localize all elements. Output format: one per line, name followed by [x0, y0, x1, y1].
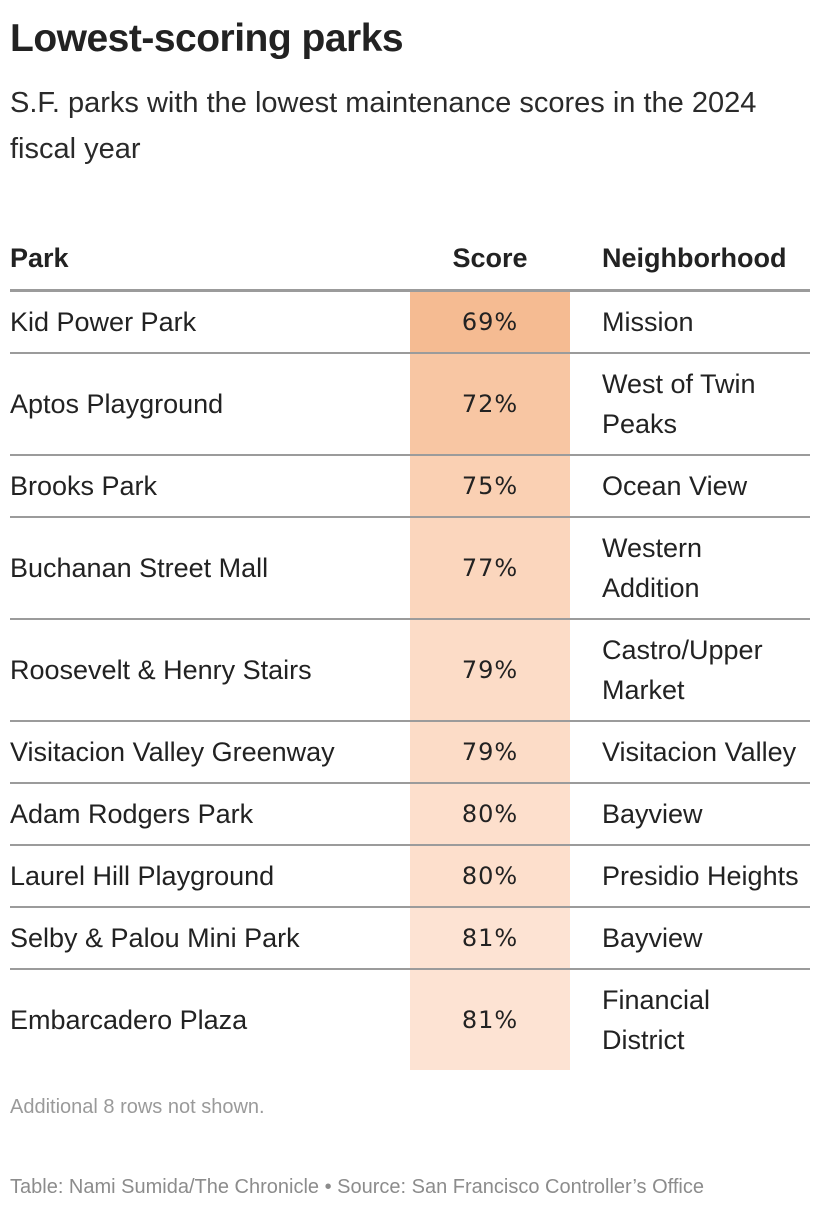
park-name: Kid Power Park [10, 307, 197, 337]
table-row: Visitacion Valley Greenway 79% Visitacio… [10, 722, 810, 784]
park-name: Adam Rodgers Park [10, 799, 254, 829]
column-header-score[interactable]: Score [452, 243, 528, 273]
column-header-park[interactable]: Park [10, 243, 69, 273]
score-cell: 79% [410, 620, 570, 720]
neighborhood: Bayview [602, 923, 703, 953]
score-cell: 77% [410, 518, 570, 618]
neighborhood: Ocean View [602, 471, 748, 501]
table-row: Selby & Palou Mini Park 81% Bayview [10, 908, 810, 970]
neighborhood: Castro/Upper Market [602, 635, 763, 705]
neighborhood: West of Twin Peaks [602, 369, 756, 439]
score-cell: 80% [410, 846, 570, 906]
neighborhood: Mission [602, 307, 694, 337]
neighborhood: Visitacion Valley [602, 737, 797, 767]
page-subtitle: S.F. parks with the lowest maintenance s… [10, 87, 757, 165]
score-cell: 75% [410, 456, 570, 516]
page-title: Lowest-scoring parks [10, 17, 404, 60]
neighborhood: Financial District [602, 985, 711, 1055]
score-cell: 81% [410, 908, 570, 968]
source-credit: Table: Nami Sumida/The Chronicle • Sourc… [10, 1176, 704, 1198]
park-name: Visitacion Valley Greenway [10, 737, 335, 767]
score-cell: 69% [410, 292, 570, 352]
park-name: Selby & Palou Mini Park [10, 923, 300, 953]
table-row: Kid Power Park 69% Mission [10, 292, 810, 354]
table-row: Brooks Park 75% Ocean View [10, 456, 810, 518]
score-cell: 81% [410, 970, 570, 1070]
score-cell: 80% [410, 784, 570, 844]
score-cell: 79% [410, 722, 570, 782]
park-name: Embarcadero Plaza [10, 1005, 248, 1035]
table-row: Buchanan Street Mall 77% Western Additio… [10, 518, 810, 620]
table-row: Roosevelt & Henry Stairs 79% Castro/Uppe… [10, 620, 810, 722]
parks-table: Park Score Neighborhood Kid Power Park 6… [10, 228, 810, 1070]
table-row: Embarcadero Plaza 81% Financial District [10, 970, 810, 1070]
table-row: Aptos Playground 72% West of Twin Peaks [10, 354, 810, 456]
park-name: Roosevelt & Henry Stairs [10, 655, 312, 685]
table-row: Laurel Hill Playground 80% Presidio Heig… [10, 846, 810, 908]
column-header-neighborhood[interactable]: Neighborhood [602, 243, 787, 273]
park-name: Aptos Playground [10, 389, 224, 419]
park-name: Brooks Park [10, 471, 158, 501]
table-header: Park Score Neighborhood [10, 228, 810, 292]
park-name: Buchanan Street Mall [10, 553, 269, 583]
score-cell: 72% [410, 354, 570, 454]
neighborhood: Western Addition [602, 533, 703, 603]
table-row: Adam Rodgers Park 80% Bayview [10, 784, 810, 846]
rows-hidden-note: Additional 8 rows not shown. [10, 1096, 265, 1118]
neighborhood: Bayview [602, 799, 703, 829]
park-name: Laurel Hill Playground [10, 861, 275, 891]
neighborhood: Presidio Heights [602, 861, 799, 891]
